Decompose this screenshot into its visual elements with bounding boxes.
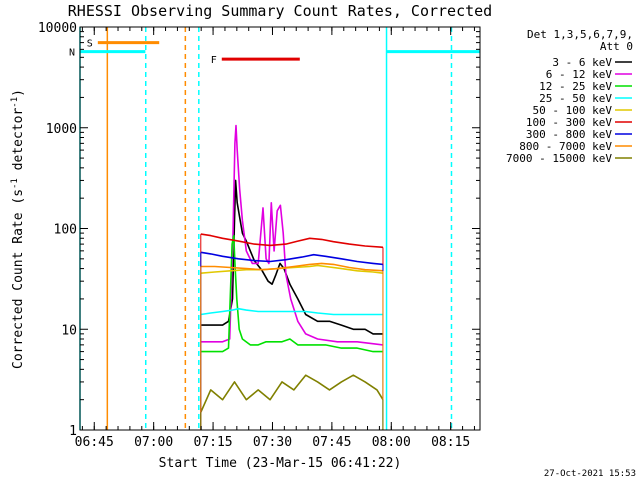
legend-label-25-50-kev: 25 - 50 keV: [539, 92, 612, 105]
flag-label-f: F: [211, 55, 217, 66]
series-line-6-12-kev: [200, 124, 384, 346]
y-label-mid: detector: [11, 108, 26, 179]
x-axis-label: Start Time (23-Mar-15 06:41:22): [159, 456, 402, 471]
y-tick-label-100: 100: [54, 223, 77, 238]
y-label-main: Corrected Count Rate (s: [11, 189, 26, 369]
axes: 06:45 07:00 07:15 07:30 07:45 08:00 08:15 1 10 10…: [38, 21, 481, 450]
series-line-300-800-kev: [200, 251, 384, 266]
series-line-7000-15000-kev: [200, 374, 384, 413]
x-tick-label-08-00: 08:00: [372, 435, 411, 450]
x-tick-label-07-45: 07:45: [312, 435, 351, 450]
y-label-exp: -1: [10, 97, 20, 108]
legend-label-800-7000-kev: 800 - 7000 keV: [519, 140, 612, 153]
legend-header-2: Att 0: [600, 40, 633, 53]
series-line-12-25-kev: [200, 234, 383, 353]
chart-title: RHESSI Observing Summary Count Rates, Co…: [68, 2, 492, 20]
legend-label-6-12-kev: 6 - 12 keV: [546, 68, 613, 81]
series-line-100-300-kev: [200, 233, 384, 249]
legend-label-3-6-kev: 3 - 6 keV: [552, 56, 612, 69]
legend-label-300-800-kev: 300 - 800 keV: [526, 128, 612, 141]
series-line-3-6-kev: [200, 179, 383, 335]
x-tick-label-07-00: 07:00: [134, 435, 173, 450]
plot-background: [80, 27, 480, 430]
x-tick-label-07-30: 07:30: [253, 435, 292, 450]
series-layer: [200, 124, 384, 430]
legend-label-50-100-kev: 50 - 100 keV: [533, 104, 613, 117]
series-line-800-7000-kev: [200, 262, 384, 272]
y-axis-label: Corrected Count Rate (s-1 detector-1): [10, 89, 26, 369]
legend-label-12-25-kev: 12 - 25 keV: [539, 80, 612, 93]
footer-date: 27-Oct-2021 15:53: [544, 469, 636, 479]
series-line-25-50-kev: [200, 307, 383, 316]
x-tick-label-08-15: 08:15: [431, 435, 470, 450]
y-tick-label-1000: 1000: [46, 122, 77, 137]
legend-label-100-300-kev: 100 - 300 keV: [526, 116, 612, 129]
y-tick-label-10: 10: [61, 323, 77, 338]
y-tick-label-10000: 10000: [38, 21, 77, 36]
y-tick-label-1: 1: [69, 424, 77, 439]
series-line-50-100-kev: [200, 264, 384, 274]
flag-label-n: N: [69, 48, 75, 59]
y-label-exp: -1: [10, 178, 20, 189]
x-tick-label-06-45: 06:45: [75, 435, 114, 450]
annotations: S N F: [69, 27, 480, 430]
x-tick-label-07-15: 07:15: [193, 435, 232, 450]
flag-label-s: S: [87, 39, 93, 50]
y-label-end: ): [11, 89, 26, 97]
legend-label-7000-15000-kev: 7000 - 15000 keV: [506, 152, 612, 165]
legend-header-1: Det 1,3,5,6,7,9,: [527, 28, 633, 41]
plot-area: [80, 27, 480, 430]
